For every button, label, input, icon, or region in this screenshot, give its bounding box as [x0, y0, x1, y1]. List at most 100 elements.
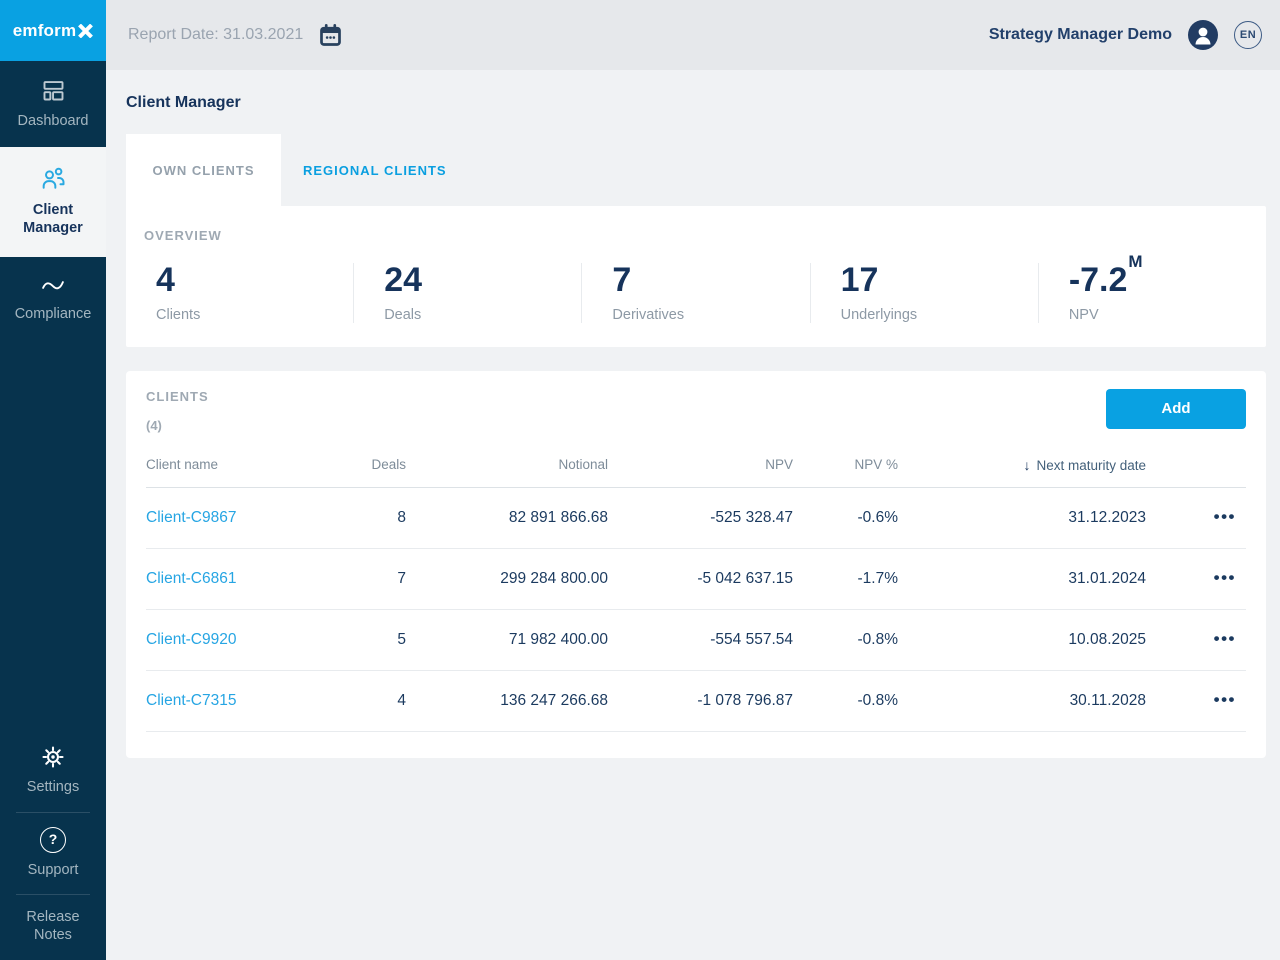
column-header-maturity-label: Next maturity date — [1036, 457, 1146, 473]
cell-notional: 136 247 266.68 — [406, 670, 608, 732]
logo-x-icon — [78, 23, 94, 38]
column-header-maturity[interactable]: ↓ Next maturity date — [898, 456, 1146, 488]
cell-npv-pct: -1.7% — [793, 548, 898, 610]
cell-notional: 82 891 866.68 — [406, 487, 608, 549]
app-logo[interactable]: emform — [0, 0, 106, 61]
sidebar-item-label: Support — [27, 861, 79, 878]
cell-maturity: 31.12.2023 — [898, 487, 1146, 549]
cell-deals: 8 — [331, 487, 406, 549]
stat-value: 17 — [840, 261, 879, 299]
stat-clients: 4 Clients — [126, 261, 353, 323]
user-avatar-icon[interactable] — [1188, 20, 1218, 50]
table-row: Client-C7315 4 136 247 266.68 -1 078 796… — [146, 670, 1246, 732]
cell-notional: 71 982 400.00 — [406, 609, 608, 671]
npv-number: -7.2 — [1068, 261, 1128, 299]
tab-regional-clients[interactable]: REGIONAL CLIENTS — [303, 162, 447, 178]
cell-actions: ••• — [1146, 609, 1246, 671]
client-name-link[interactable]: Client-C6861 — [146, 548, 331, 610]
stat-value: 7 — [612, 261, 632, 299]
column-header-client-name[interactable]: Client name — [146, 456, 331, 488]
row-more-menu-icon[interactable]: ••• — [1213, 628, 1236, 648]
clients-count: (4) — [146, 417, 162, 433]
sidebar-item-support[interactable]: ? Support — [0, 815, 106, 892]
cell-npv-pct: -0.8% — [793, 670, 898, 732]
question-circle-icon: ? — [40, 826, 66, 853]
language-selector[interactable]: EN — [1234, 21, 1262, 49]
column-header-notional[interactable]: Notional — [406, 456, 608, 488]
sidebar-item-label: Compliance — [14, 306, 92, 323]
stat-label: Clients — [156, 306, 201, 323]
sidebar-item-compliance[interactable]: Compliance — [0, 257, 106, 340]
client-name-link[interactable]: Client-C9920 — [146, 609, 331, 671]
cell-deals: 7 — [331, 548, 406, 610]
stat-npv: -7.2M NPV — [1037, 252, 1266, 323]
column-header-npv[interactable]: NPV — [608, 456, 793, 488]
cell-npv: -554 557.54 — [608, 609, 793, 671]
client-name-link[interactable]: Client-C9867 — [146, 487, 331, 549]
client-name-link[interactable]: Client-C7315 — [146, 670, 331, 732]
sidebar-item-release-notes[interactable]: Release Notes — [0, 897, 106, 960]
table-row: Client-C9867 8 82 891 866.68 -525 328.47… — [146, 487, 1246, 549]
page-title: Client Manager — [126, 94, 241, 111]
sidebar-divider — [16, 894, 90, 896]
sort-down-arrow-icon: ↓ — [1023, 456, 1031, 473]
cell-deals: 4 — [331, 670, 406, 732]
tab-own-clients[interactable]: OWN CLIENTS — [126, 134, 281, 206]
column-header-deals[interactable]: Deals — [331, 456, 406, 488]
stat-label: Derivatives — [612, 306, 685, 323]
wave-line-icon — [39, 273, 67, 297]
stat-label: Deals — [384, 306, 422, 323]
sidebar-item-label: Client Manager — [23, 202, 83, 236]
cell-maturity: 10.08.2025 — [898, 609, 1146, 671]
stat-deals: 24 Deals — [353, 261, 581, 323]
sidebar-item-dashboard[interactable]: Dashboard — [0, 61, 106, 147]
cell-deals: 5 — [331, 609, 406, 671]
add-client-button[interactable]: Add — [1106, 388, 1246, 429]
cell-maturity: 30.11.2028 — [898, 670, 1146, 732]
sidebar-divider — [16, 811, 90, 813]
report-date-label: Report Date: 31.03.2021 — [128, 26, 304, 43]
gear-icon — [40, 744, 66, 770]
sidebar-item-label: Dashboard — [17, 113, 89, 129]
column-header-npv-pct[interactable]: NPV % — [793, 456, 898, 488]
clients-table: Client name Deals Notional NPV NPV % ↓ Ne… — [146, 456, 1246, 732]
cell-notional: 299 284 800.00 — [406, 548, 608, 610]
row-more-menu-icon[interactable]: ••• — [1213, 689, 1236, 709]
cell-npv-pct: -0.6% — [793, 487, 898, 549]
sidebar-item-label: Settings — [26, 779, 80, 796]
stat-label: NPV — [1068, 306, 1099, 323]
sidebar-item-client-manager[interactable]: Client Manager — [0, 147, 106, 258]
stat-value: 4 — [156, 261, 175, 299]
clients-people-icon — [39, 165, 67, 193]
stat-label: Underlyings — [840, 306, 918, 323]
report-date-group: Report Date: 31.03.2021 — [128, 22, 344, 49]
cell-actions: ••• — [1146, 670, 1246, 732]
calendar-icon[interactable] — [317, 22, 344, 49]
cell-maturity: 31.01.2024 — [898, 548, 1146, 610]
stat-underlyings: 17 Underlyings — [809, 261, 1038, 323]
overview-stats: 4 Clients 24 Deals 7 Derivatives 17 Unde… — [126, 252, 1266, 323]
npv-unit: M — [1128, 251, 1143, 271]
clients-panel: CLIENTS (4) Add Client name Deals Notion… — [126, 370, 1266, 758]
question-glyph: ? — [48, 831, 58, 848]
cell-npv: -1 078 796.87 — [608, 670, 793, 732]
column-header-actions — [1146, 456, 1246, 488]
cell-npv-pct: -0.8% — [793, 609, 898, 671]
user-group: Strategy Manager Demo EN — [989, 20, 1262, 50]
sidebar-item-settings[interactable]: Settings — [0, 732, 106, 809]
dashboard-icon — [40, 77, 67, 104]
clients-panel-header: CLIENTS (4) Add — [146, 388, 1246, 433]
row-more-menu-icon[interactable]: ••• — [1213, 506, 1236, 526]
row-more-menu-icon[interactable]: ••• — [1213, 567, 1236, 587]
main-content: Client Manager OWN CLIENTS REGIONAL CLIE… — [106, 70, 1280, 960]
user-name: Strategy Manager Demo — [988, 26, 1172, 43]
stat-value: -7.2M — [1068, 252, 1266, 299]
table-row: Client-C6861 7 299 284 800.00 -5 042 637… — [146, 548, 1246, 610]
stat-value: 24 — [384, 261, 423, 299]
table-row: Client-C9920 5 71 982 400.00 -554 557.54… — [146, 609, 1246, 671]
tab-bar: OWN CLIENTS REGIONAL CLIENTS — [126, 134, 1266, 206]
logo-text: emform — [12, 20, 77, 40]
cell-actions: ••• — [1146, 487, 1246, 549]
overview-heading: OVERVIEW — [144, 228, 222, 243]
stat-derivatives: 7 Derivatives — [581, 261, 809, 323]
